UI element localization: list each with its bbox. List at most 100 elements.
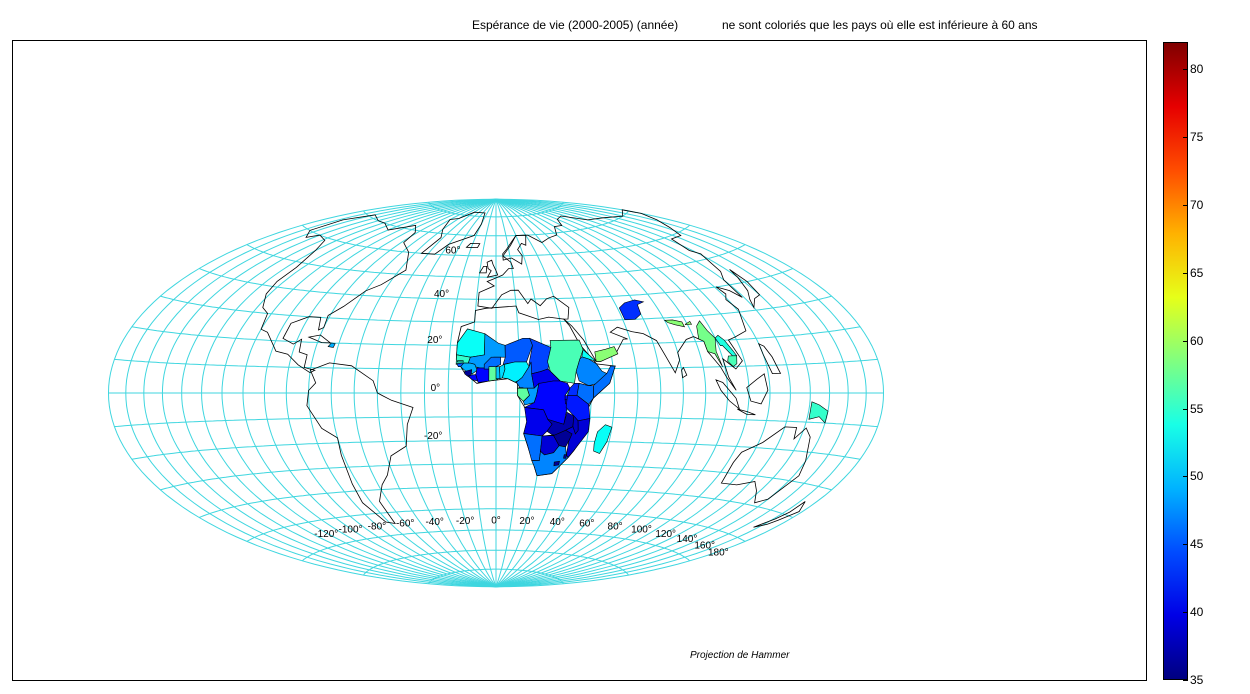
meridian-line [495,198,831,588]
colorbar-tick-label: 45 [1190,537,1204,552]
country-south-africa[interactable] [531,445,569,477]
map-subtitle: ne sont coloriés que les pays où elle es… [722,18,1038,32]
meridian-line [495,198,616,588]
colorbar-tick-label: 60 [1190,333,1204,348]
meridian-line [353,198,497,588]
colorbar-tick-mark [1183,612,1188,614]
country-mauritania[interactable] [456,328,486,358]
longitude-label: 100° [631,525,652,536]
meridian-line [143,198,497,588]
meridian-line [424,198,497,588]
meridian-line [107,198,497,588]
colorbar-tick-mark [1183,340,1188,342]
meridian-line [181,198,497,588]
sumatra-outline [715,379,741,411]
colorbar-tick-mark [1183,476,1188,478]
world-map[interactable]: 60° 40° 20° 0° -20° -120° -100° -80° -60° -40° -20… [12,40,1147,681]
country-swaziland[interactable] [563,454,567,459]
grid-labels: 60° 40° 20° 0° -20° -120° -100° -80° -60° -40° -20… [314,246,728,559]
country-dr-congo[interactable] [523,380,571,425]
japan-outline [729,269,761,309]
projection-label: Projection de Hammer [690,650,790,661]
colorbar-tick-label: 55 [1190,401,1204,416]
eurasia-outline [477,209,747,391]
colorbar-tick-mark [1183,408,1188,410]
longitude-label: -60° [396,519,414,530]
longitude-label: -40° [425,517,443,528]
latitude-label: 60° [445,246,460,257]
colorbar-tick-label: 75 [1190,130,1204,145]
java-outline [737,408,756,416]
map-canvas: 60° 40° 20° 0° -20° -120° -100° -80° -60° -40° -20… [107,198,885,661]
australia-outline [720,426,811,504]
longitude-label: 120° [655,529,676,540]
meridian-line [201,198,497,588]
meridian-line [495,198,639,588]
meridian-line [263,198,497,588]
country-lesotho[interactable] [553,460,560,467]
map-title: Espérance de vie (2000-2005) (année) [472,18,679,32]
country-cambodia[interactable] [727,355,738,367]
country-madagascar[interactable] [593,424,613,454]
borneo-outline [746,373,769,405]
meridian-line [495,198,568,588]
colorbar-tick-mark [1183,69,1188,71]
country-chad[interactable] [528,337,552,375]
meridian-line [495,198,750,588]
meridian-line [495,198,867,588]
longitude-label: 160° [694,540,715,551]
graticule-grid [107,198,885,588]
meridian-line [221,198,497,588]
new-zealand-outline [753,501,806,528]
longitude-label: 80° [608,521,623,532]
colorbar-tick-label: 70 [1190,197,1204,212]
colorbar [1163,42,1188,680]
country-bhutan[interactable] [684,320,693,326]
south-america-outline [306,362,414,525]
country-nepal[interactable] [663,319,686,328]
country-papua-new-guinea[interactable] [808,401,829,424]
country-myanmar[interactable] [696,320,723,367]
colorbar-tick-label: 40 [1190,605,1204,620]
colorbar-tick-mark [1183,137,1188,139]
meridian-line [495,198,771,588]
meridian-line [330,198,497,588]
colorbar-tick-label: 80 [1190,62,1204,77]
colorbar-tick-label: 65 [1190,265,1204,280]
longitude-label: -120° [314,529,338,540]
longitude-label: 140° [677,534,698,545]
latitude-label: 40° [434,289,449,300]
meridian-line [495,198,885,588]
country-gambia[interactable] [456,360,464,363]
ireland-outline [478,266,488,274]
land-outlines [260,209,811,528]
meridian-line [495,198,849,588]
latitude-label: 20° [427,335,442,346]
meridian-line [495,198,707,588]
country-sierra-leone[interactable] [464,369,473,377]
meridian-line [242,198,497,588]
scandinavia-outline [502,234,527,265]
sri-lanka-outline [681,366,688,379]
meridian-line [495,198,729,588]
country-haiti[interactable] [327,342,336,348]
meridian-line [447,199,497,587]
longitude-label: 180° [708,548,729,559]
colorbar-tick-label: 50 [1190,469,1204,484]
longitude-label: 0° [491,516,501,527]
meridian-line [285,198,497,588]
meridian-line [400,198,497,588]
north-america-outline [260,214,417,374]
country-afghanistan[interactable] [618,299,645,321]
colorbar-tick-mark [1183,204,1188,206]
country-yemen[interactable] [594,346,619,362]
meridian-line [495,198,791,588]
country-c-te-d-ivoire[interactable] [475,367,490,383]
longitude-label: 60° [579,519,594,530]
country-niger[interactable] [502,338,533,365]
latitude-label: 0° [431,383,441,394]
meridian-line [495,198,662,588]
longitude-label: -20° [456,516,474,527]
colorbar-tick-mark [1183,544,1188,546]
longitude-label: 20° [519,516,534,527]
